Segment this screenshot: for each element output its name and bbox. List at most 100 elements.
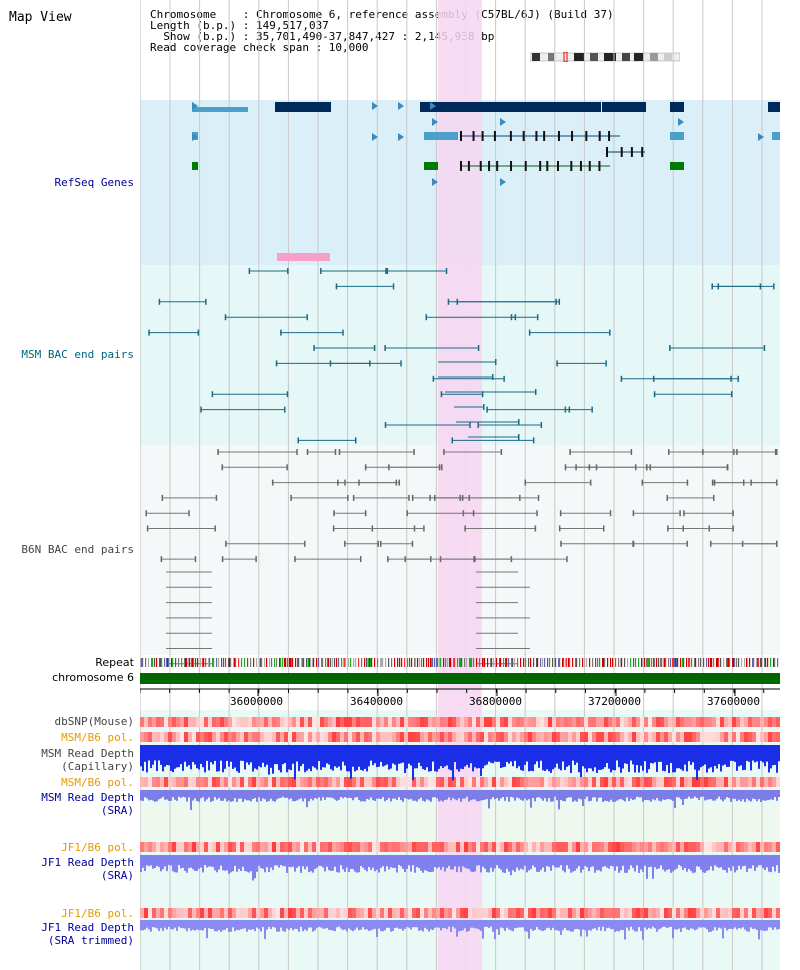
jf1-pol2-track-label[interactable]: JF1/B6 pol. (61, 907, 134, 920)
msm-pol2-heat (240, 777, 244, 787)
dbsnp-heat (344, 717, 348, 727)
msm-pol2-heat (308, 777, 312, 787)
jf1-pol2-heat (656, 908, 660, 918)
jf1-depth (370, 855, 372, 870)
jf1-depth (698, 855, 700, 867)
repeat-mark (579, 658, 581, 667)
genome-track-canvas[interactable]: 36000000 36400000 36800000 37200000 37600000 (140, 0, 780, 970)
jf1-trim-depth (594, 920, 596, 929)
msm-cap-depth (540, 745, 542, 761)
repeat-mark (563, 658, 565, 667)
jf1-trim-depth (466, 920, 468, 932)
chromosome-ideogram[interactable] (530, 52, 680, 62)
jf1-trim-depth (552, 920, 554, 928)
msm-sra-depth (416, 790, 418, 802)
refseq-track-label[interactable]: RefSeq Genes (54, 176, 134, 189)
msm-pol2-heat (468, 777, 472, 787)
msm-depth-cap-label[interactable]: MSM Read Depth (41, 747, 134, 760)
msm-cap-depth (330, 745, 332, 770)
jf1-pol2-heat (172, 908, 176, 918)
dbsnp-heat (316, 717, 320, 727)
jf1-depth (270, 855, 272, 868)
jf1-depth (176, 855, 178, 873)
jf1-pol-heat (472, 842, 476, 852)
dbsnp-heat (660, 717, 664, 727)
msm-cap-depth (264, 745, 266, 767)
jf1-pol-heat (224, 842, 228, 852)
msm-pol2-track-label[interactable]: MSM/B6 pol. (61, 776, 134, 789)
bac-end (518, 434, 520, 440)
jf1-trim-depth (408, 920, 410, 928)
msm-pol2-heat (656, 777, 660, 787)
jf1-trim-depth (462, 920, 464, 931)
msm-bac-track-label[interactable]: MSM BAC end pairs (21, 348, 134, 361)
jf1-trim-label[interactable]: JF1 Read Depth (41, 921, 134, 934)
msm-cap-depth (594, 745, 596, 768)
jf1-depth (616, 855, 618, 867)
exon (571, 131, 574, 141)
msm-sra-depth (636, 790, 638, 797)
bac-end (537, 494, 540, 501)
jf1-depth (320, 855, 322, 866)
jf1-pol-heat (384, 842, 388, 852)
msm-cap-depth (632, 745, 634, 765)
msm-sra-depth (542, 790, 544, 801)
msm-pol-heat (656, 732, 660, 742)
gene-arrow (500, 118, 506, 126)
jf1-depth (566, 855, 568, 866)
repeat-mark (313, 658, 315, 667)
repeat-mark (285, 658, 287, 667)
jf1-trim-depth (706, 920, 708, 930)
dbsnp-heat (744, 717, 748, 727)
msm-sra-depth (428, 790, 430, 801)
jf1-pol2-heat (648, 908, 652, 918)
msm-sra-depth (336, 790, 338, 801)
repeat-mark (171, 658, 173, 667)
jf1-pol-heat (460, 842, 464, 852)
msm-pol-heat (328, 732, 332, 742)
jf1-depth (468, 855, 470, 870)
jf1-trim-depth (504, 920, 506, 931)
msm-pol2-heat (232, 777, 236, 787)
jf1-trim-depth (532, 920, 534, 931)
repeat-mark (752, 658, 754, 667)
jf1-pol-heat (392, 842, 396, 852)
exon (510, 161, 513, 171)
b6n-bac-track-label[interactable]: B6N BAC end pairs (21, 543, 134, 556)
jf1-pol-heat (440, 842, 444, 852)
jf1-depth-label[interactable]: JF1 Read Depth (41, 856, 134, 869)
dbsnp-heat (732, 717, 736, 727)
msm-pol-heat (244, 732, 248, 742)
jf1-pol2-heat (144, 908, 148, 918)
msm-cap-depth (360, 745, 362, 770)
jf1-depth (546, 855, 548, 867)
jf1-depth (428, 855, 430, 872)
jf1-depth (668, 855, 670, 870)
bac-end (456, 298, 459, 305)
repeat-mark (310, 658, 312, 667)
msm-sra-depth (316, 790, 318, 799)
dbsnp-track-label[interactable]: dbSNP(Mouse) (54, 715, 134, 728)
axis-tick-label: 37200000 (588, 695, 641, 708)
msm-sra-depth (698, 790, 700, 800)
msm-cap-depth (512, 745, 514, 767)
jf1-pol-heat (148, 842, 152, 852)
jf1-trim-depth (146, 920, 148, 928)
jf1-depth (154, 855, 156, 868)
jf1-pol2-heat (632, 908, 636, 918)
jf1-trim-depth (262, 920, 264, 928)
msm-pol-track-label[interactable]: MSM/B6 pol. (61, 731, 134, 744)
jf1-depth (260, 855, 262, 869)
dbsnp-heat (240, 717, 244, 727)
jf1-pol-track-label[interactable]: JF1/B6 pol. (61, 841, 134, 854)
msm-cap-depth (356, 745, 358, 771)
jf1-trim-depth (538, 920, 540, 930)
jf1-depth (278, 855, 280, 868)
bac-end (148, 329, 150, 336)
msm-depth-sra-label[interactable]: MSM Read Depth (41, 791, 134, 804)
msm-sra-depth (720, 790, 722, 800)
jf1-pol-heat (640, 842, 644, 852)
jf1-trim-depth (390, 920, 392, 932)
jf1-trim-depth (742, 920, 744, 928)
jf1-trim-depth (226, 920, 228, 928)
